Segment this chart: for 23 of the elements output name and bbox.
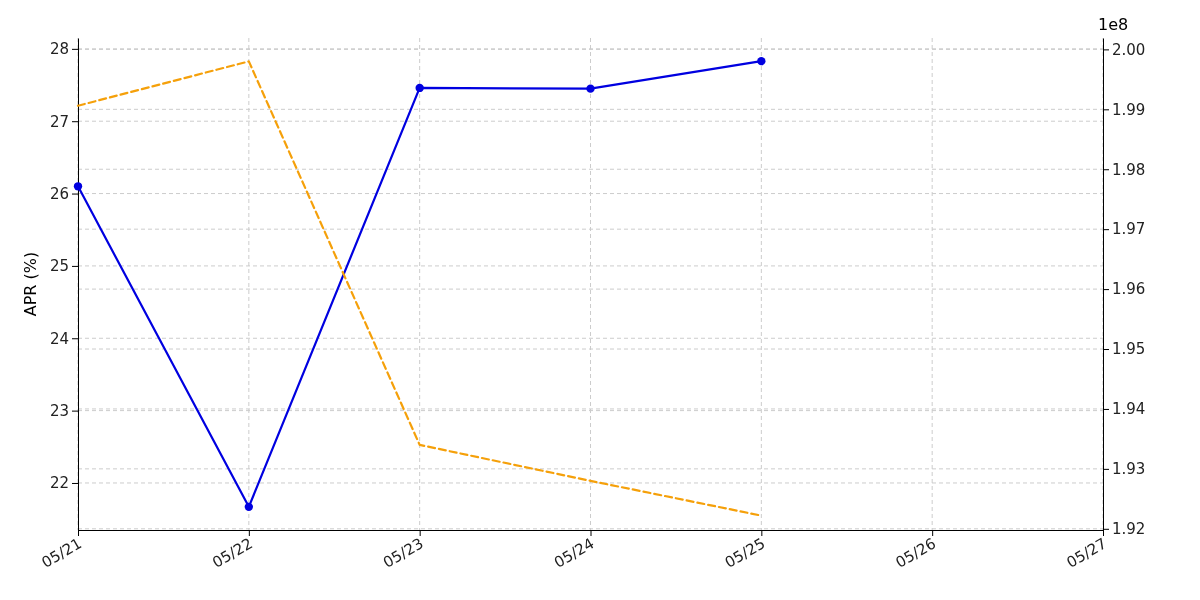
y2-tick-label: 1.97	[1112, 220, 1146, 239]
y2-tick-label: 1.98	[1112, 160, 1146, 179]
point	[244, 502, 254, 512]
y-tick-label: 27	[49, 112, 69, 131]
point	[415, 83, 424, 93]
y2-tick-label: 2.00	[1112, 40, 1146, 59]
y-tick-label: 25	[49, 257, 69, 276]
y2-tick-label: 1.99	[1112, 100, 1146, 119]
y-tick-label: 24	[49, 329, 69, 348]
point	[757, 56, 766, 66]
y-tick-label: 22	[49, 474, 69, 493]
y-axis-title: APR (%)	[21, 251, 40, 317]
text: 1e8	[1098, 15, 1129, 34]
y2-tick-label: 1.95	[1112, 340, 1146, 359]
y-tick-label: 26	[49, 184, 69, 203]
y-tick-label: 28	[49, 40, 69, 59]
point	[73, 182, 83, 191]
y2-tick-label: 1.93	[1112, 460, 1146, 479]
y2-tick-label: 1.94	[1112, 400, 1146, 419]
point	[586, 84, 595, 93]
y-tick-label: 23	[49, 401, 69, 420]
y2-tick-label: 1.92	[1112, 520, 1146, 539]
y2-tick-label: 1.96	[1112, 280, 1146, 299]
